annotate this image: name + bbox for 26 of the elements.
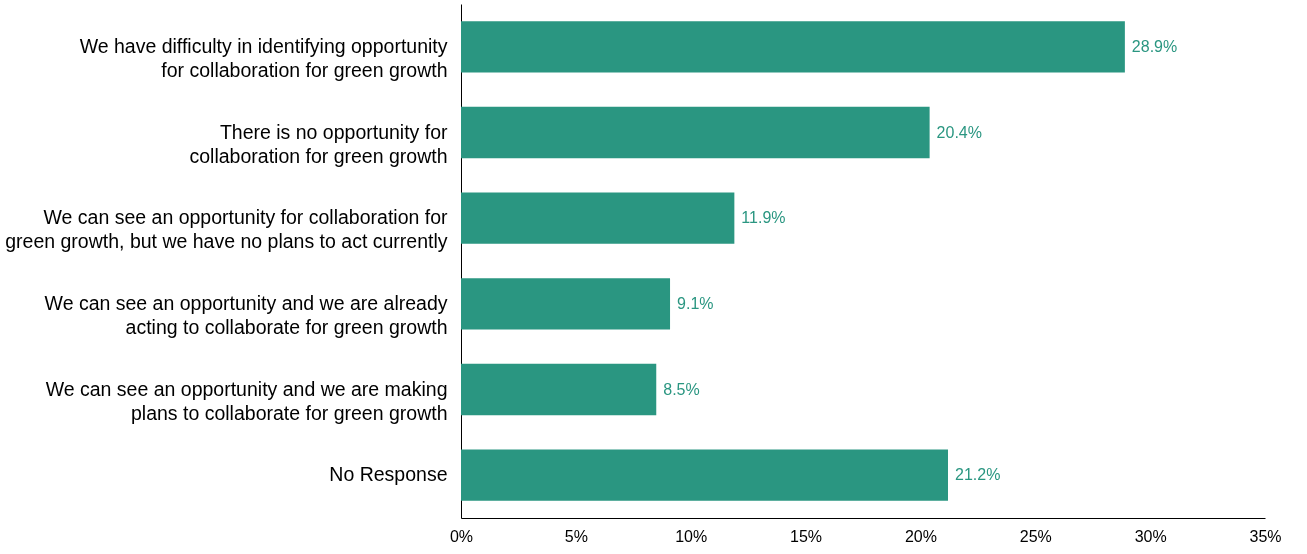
data-label: 21.2% [954, 466, 1001, 484]
bar [461, 278, 671, 330]
y-tick-label: There is no opportunity for collaboration for green growth [189, 120, 448, 167]
data-label: 28.9% [1131, 37, 1178, 55]
x-tick-label: 35% [1249, 527, 1282, 545]
x-tick-label: 5% [564, 527, 588, 545]
x-tick-label: 15% [790, 527, 823, 545]
bar [461, 363, 657, 416]
y-tick-label: No Response [329, 463, 448, 486]
bar [461, 449, 948, 501]
y-tick-label: We can see an opportunity for collaboration for green growth, but we have no plans to act currently [5, 206, 448, 253]
data-label: 20.4% [936, 123, 982, 141]
x-tick-label: 0% [449, 527, 474, 545]
y-tick-label: We can see an opportunity and we are making plans to collaborate for green growth [45, 377, 448, 424]
y-tick-label: We have difficulty in identifying opportunity for collaboration for green growth [79, 34, 448, 81]
x-tick-label: 10% [675, 527, 708, 545]
data-label: 8.5% [663, 380, 700, 398]
bar [461, 192, 735, 244]
y-tick-label: We can see an opportunity and we are already acting to collaborate for green growth [44, 291, 448, 338]
x-tick-label: 30% [1134, 527, 1167, 545]
data-label: 11.9% [741, 209, 786, 227]
bar [461, 21, 1125, 73]
data-label: 9.1% [677, 294, 714, 312]
x-tick-label: 25% [1019, 527, 1052, 545]
bar [461, 106, 930, 159]
x-tick-label: 20% [904, 527, 937, 545]
